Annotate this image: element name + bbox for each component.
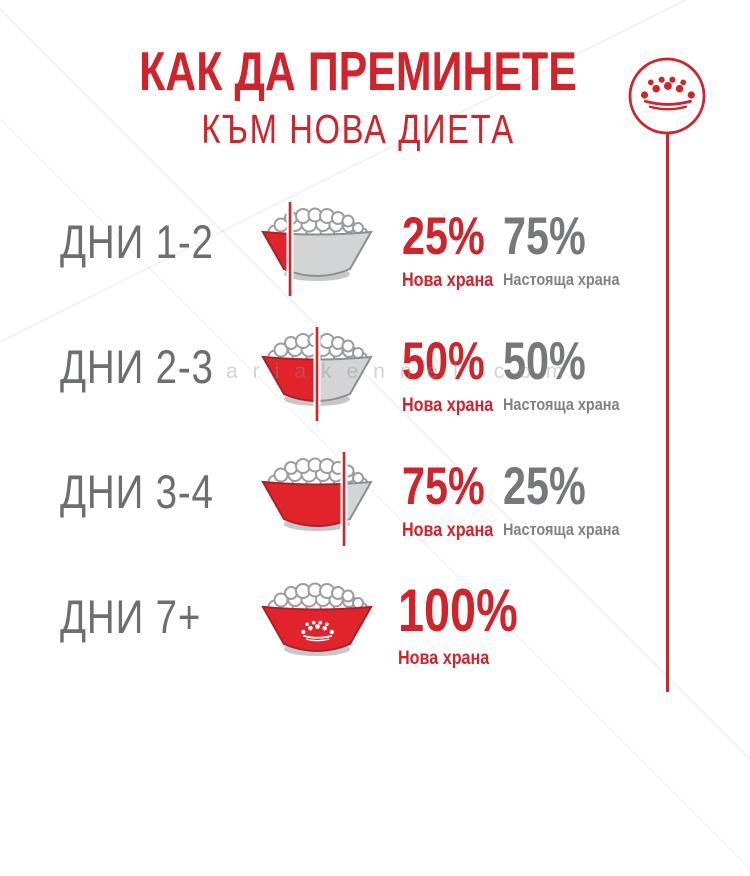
watermark-text: ariakennel com	[226, 360, 579, 383]
transition-row-days-1-2: ДНИ 1-2 25% Нова храна 75% Настояща хран…	[0, 197, 750, 307]
food-bowl-icon	[253, 449, 383, 549]
food-bowl-icon	[253, 324, 383, 424]
infographic-canvas: КАК ДА ПРЕМИНЕТЕ КЪМ НОВА ДИЕТА ariakenn…	[0, 0, 750, 767]
current-food-label: Настояща храна	[503, 395, 620, 414]
new-food-column: 75% Нова храна	[402, 460, 509, 542]
transition-row-days-3-4: ДНИ 3-4 75% Нова храна 25% Настояща хран…	[0, 447, 750, 557]
transition-row-days-7-plus: ДНИ 7+ 100% Нова храна	[0, 572, 750, 682]
current-food-label: Настояща храна	[503, 520, 620, 539]
new-food-percentage: 75%	[402, 457, 485, 516]
day-range-label: ДНИ 2-3	[60, 340, 214, 393]
page-title: КАК ДА ПРЕМИНЕТЕ	[139, 40, 577, 102]
new-food-column: 50% Нова храна	[402, 335, 509, 417]
current-food-percentage: 50%	[503, 332, 586, 391]
day-range-label: ДНИ 3-4	[60, 465, 214, 518]
logo-drop-line	[666, 133, 669, 692]
new-food-percentage: 100%	[398, 577, 518, 644]
current-food-column: 50% Настояща храна	[503, 335, 640, 415]
page-subtitle: КЪМ НОВА ДИЕТА	[201, 106, 515, 152]
new-food-label: Нова храна	[402, 395, 494, 416]
current-food-column: 75% Настояща храна	[503, 210, 640, 290]
food-bowl-icon	[253, 199, 383, 299]
royal-canin-crown-logo-icon	[628, 57, 706, 135]
new-food-label: Нова храна	[398, 648, 490, 669]
current-food-label: Настояща храна	[503, 270, 620, 289]
new-food-label: Нова храна	[402, 520, 494, 541]
current-food-percentage: 75%	[503, 207, 586, 266]
day-range-label: ДНИ 1-2	[60, 215, 214, 268]
new-food-column: 25% Нова храна	[402, 210, 509, 292]
current-food-percentage: 25%	[503, 457, 586, 516]
day-range-label: ДНИ 7+	[60, 590, 202, 643]
transition-row-days-2-3: ДНИ 2-3 50% Нова храна 50% Настояща хран…	[0, 322, 750, 432]
current-food-column: 25% Настояща храна	[503, 460, 640, 540]
new-food-column: 100% Нова храна	[398, 581, 551, 670]
new-food-label: Нова храна	[402, 270, 494, 291]
new-food-percentage: 50%	[402, 332, 485, 391]
food-bowl-icon	[253, 574, 383, 674]
new-food-percentage: 25%	[402, 207, 485, 266]
